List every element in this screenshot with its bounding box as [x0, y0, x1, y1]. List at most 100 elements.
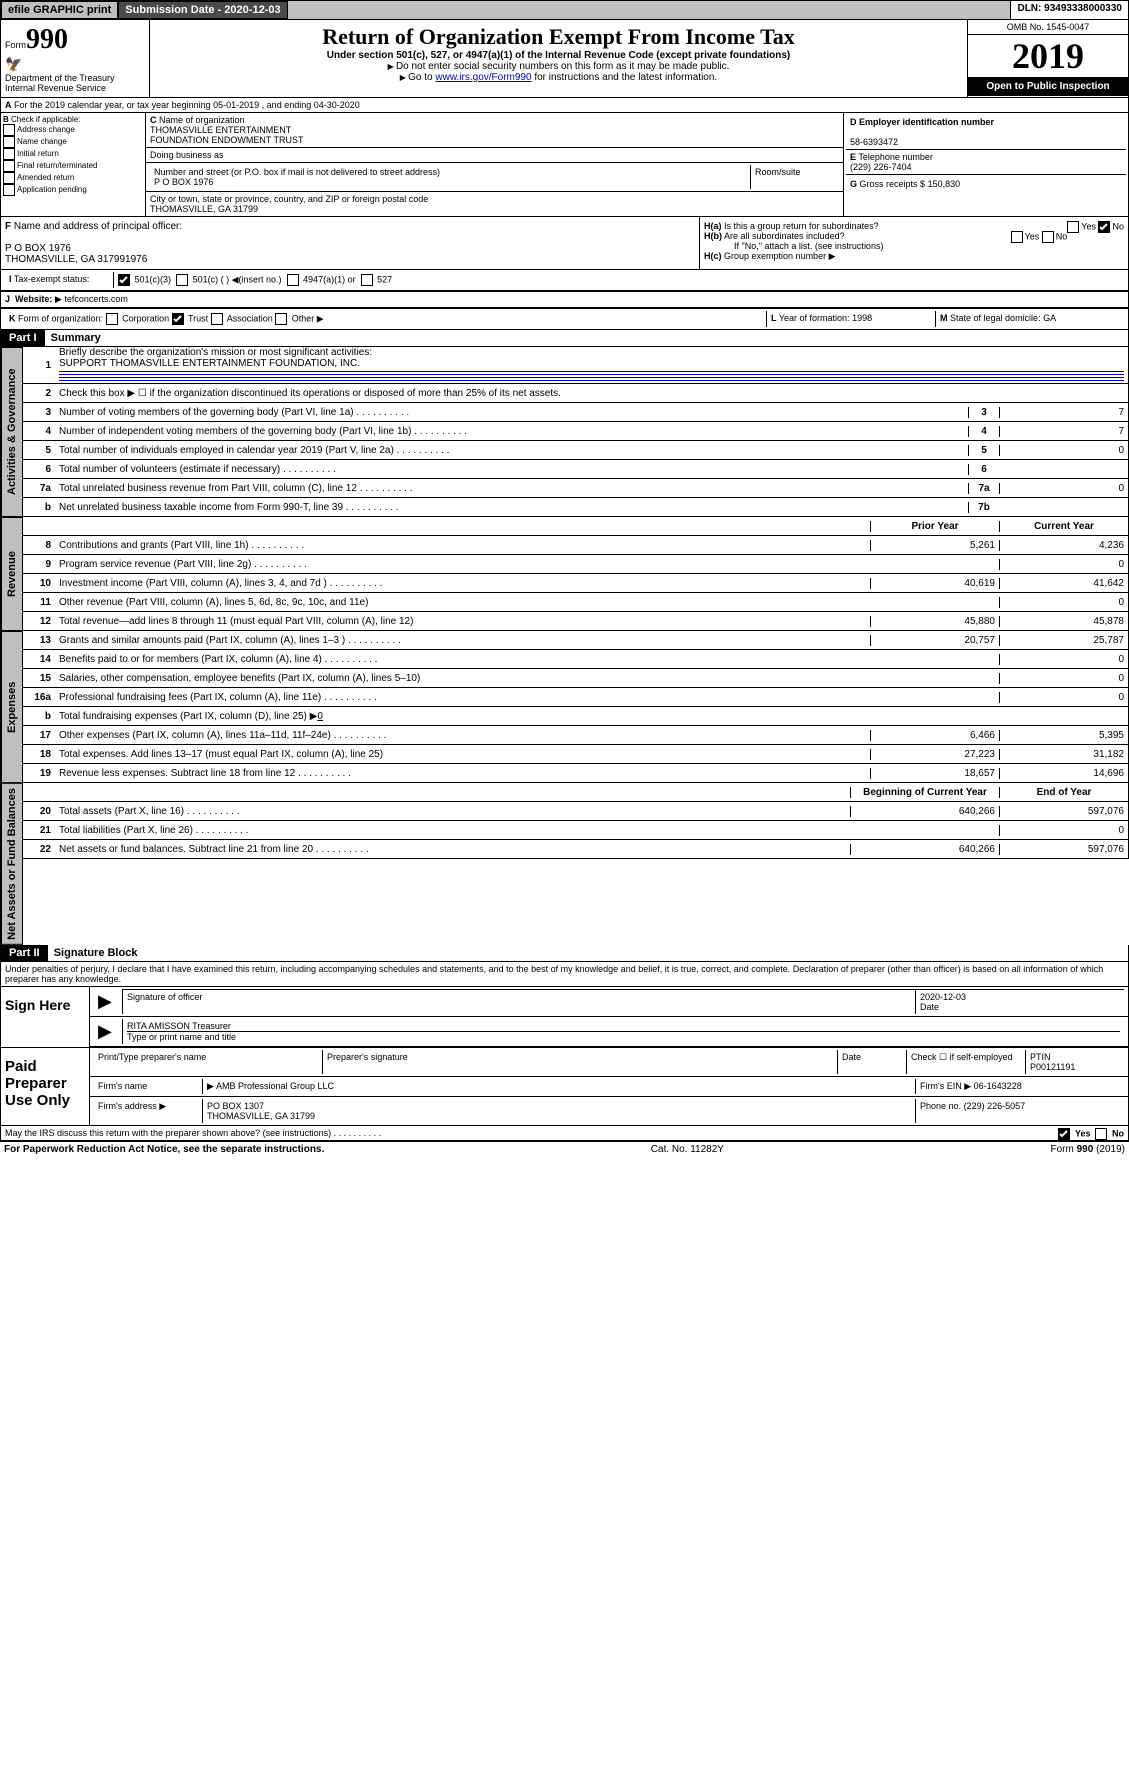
city-label: City or town, state or province, country…: [150, 194, 428, 204]
addr: P O BOX 1976: [154, 177, 213, 187]
irs-link[interactable]: www.irs.gov/Form990: [435, 72, 531, 83]
year-formed: 1998: [852, 313, 872, 323]
4947[interactable]: 4947(a)(1) or: [303, 274, 356, 284]
header-spacer: [288, 1, 1011, 19]
l19: Revenue less expenses. Subtract line 18 …: [55, 768, 870, 779]
form-number: 990: [26, 24, 68, 55]
v5: 0: [999, 445, 1128, 456]
prep-name-l: Print/Type preparer's name: [94, 1050, 323, 1074]
form-label: Form: [5, 40, 26, 50]
discuss-yes[interactable]: Yes: [1075, 1128, 1091, 1138]
hb: Are all subordinates included?: [724, 231, 845, 241]
signer-name: RITA AMISSON Treasurer: [127, 1021, 231, 1031]
paid-preparer: Paid Preparer Use Only: [1, 1048, 90, 1125]
korg-assoc[interactable]: Association: [227, 313, 273, 323]
c18: 31,182: [999, 749, 1128, 760]
part2-title: Signature Block: [54, 947, 138, 959]
ein: 58-6393472: [850, 137, 898, 147]
c22: 597,076: [999, 844, 1128, 855]
c14: 0: [999, 654, 1128, 665]
entity-grid: B Check if applicable: Address change Na…: [0, 113, 1129, 217]
subtitle: Under section 501(c), 527, or 4947(a)(1)…: [154, 50, 963, 61]
chk-final[interactable]: Final return/terminated: [17, 161, 97, 170]
korg-corp[interactable]: Corporation: [122, 313, 169, 323]
part1: Part I: [1, 330, 45, 346]
officer: P O BOX 1976 THOMASVILLE, GA 317991976: [5, 243, 147, 265]
c8: 4,236: [999, 540, 1128, 551]
sig-officer: Signature of officer: [127, 992, 202, 1002]
beg-hdr: Beginning of Current Year: [850, 787, 999, 798]
l16bv: 0: [317, 711, 323, 722]
line-a: A For the 2019 calendar year, or tax yea…: [0, 98, 1129, 113]
addr-label: Number and street (or P.O. box if mail i…: [154, 167, 440, 177]
tel-label: Telephone number: [858, 152, 933, 162]
b-label: Check if applicable:: [11, 115, 80, 124]
l17: Other expenses (Part IX, column (A), lin…: [55, 730, 870, 741]
f-label: Name and address of principal officer:: [14, 221, 182, 232]
submission-btn[interactable]: Submission Date - 2020-12-03: [118, 1, 287, 19]
l7a: Total unrelated business revenue from Pa…: [55, 483, 968, 494]
ptin-l: PTIN: [1030, 1052, 1051, 1062]
l21: Total liabilities (Part X, line 26): [55, 825, 850, 836]
527[interactable]: 527: [377, 274, 392, 284]
v4: 7: [999, 426, 1128, 437]
m-label: State of legal domicile:: [950, 313, 1041, 323]
firm-phone: (229) 226-5057: [964, 1101, 1026, 1111]
c12: 45,878: [999, 616, 1128, 627]
c20: 597,076: [999, 806, 1128, 817]
dln: DLN: 93493338000330: [1010, 1, 1128, 19]
efile-btn[interactable]: efile GRAPHIC print: [1, 1, 118, 19]
p22: 640,266: [850, 844, 999, 855]
self-emp[interactable]: Check ☐ if self-employed: [907, 1050, 1026, 1074]
gross-label: Gross receipts $: [860, 179, 926, 189]
l12: Total revenue—add lines 8 through 11 (mu…: [55, 616, 870, 627]
l18: Total expenses. Add lines 13–17 (must eq…: [55, 749, 870, 760]
firm-ein: 06-1643228: [974, 1081, 1022, 1091]
501c3[interactable]: 501(c)(3): [135, 274, 172, 284]
declaration: Under penalties of perjury, I declare th…: [0, 962, 1129, 987]
date-label: Date: [920, 1002, 939, 1012]
omb: OMB No. 1545-0047: [968, 20, 1128, 35]
dept: Department of the Treasury Internal Reve…: [5, 73, 145, 93]
ha: Is this a group return for subordinates?: [724, 221, 879, 231]
firm-name-l: Firm's name: [94, 1079, 203, 1094]
sig-date: 2020-12-03: [920, 992, 966, 1002]
curr-hdr: Current Year: [999, 521, 1128, 532]
chk-name[interactable]: Name change: [17, 137, 67, 146]
korg-other[interactable]: Other: [292, 313, 315, 323]
chk-addr[interactable]: Address change: [17, 125, 75, 134]
prep-date-l: Date: [838, 1050, 907, 1074]
l3: Number of voting members of the governin…: [55, 407, 968, 418]
phone-l: Phone no.: [920, 1101, 961, 1111]
p18: 27,223: [870, 749, 999, 760]
i-label: Tax-exempt status:: [14, 274, 90, 284]
chk-initial[interactable]: Initial return: [17, 149, 59, 158]
chk-amended[interactable]: Amended return: [17, 173, 74, 182]
discuss-no[interactable]: No: [1112, 1128, 1124, 1138]
l4: Number of independent voting members of …: [55, 426, 968, 437]
part1-title: Summary: [51, 332, 101, 344]
note3: for instructions and the latest informat…: [532, 72, 718, 83]
c10: 41,642: [999, 578, 1128, 589]
website: tefconcerts.com: [64, 294, 128, 304]
prep-sig-l: Preparer's signature: [323, 1050, 838, 1074]
tel: (229) 226-7404: [850, 162, 912, 172]
website-label: Website:: [15, 294, 52, 304]
501c[interactable]: 501(c) ( ): [193, 274, 230, 284]
l-label: Year of formation:: [779, 313, 850, 323]
chk-pending[interactable]: Application pending: [17, 185, 87, 194]
tab-expenses: Expenses: [1, 631, 23, 783]
v3: 7: [999, 407, 1128, 418]
end-hdr: End of Year: [999, 787, 1128, 798]
c13: 25,787: [999, 635, 1128, 646]
korg-trust[interactable]: Trust: [188, 313, 208, 323]
k-label: Form of organization:: [18, 313, 103, 323]
discuss: May the IRS discuss this return with the…: [5, 1128, 381, 1138]
l13: Grants and similar amounts paid (Part IX…: [55, 635, 870, 646]
p13: 20,757: [870, 635, 999, 646]
tab-activities: Activities & Governance: [1, 347, 23, 517]
tax-year: 2019: [968, 35, 1128, 77]
header-bar: efile GRAPHIC print Submission Date - 20…: [0, 0, 1129, 20]
c11: 0: [999, 597, 1128, 608]
p12: 45,880: [870, 616, 999, 627]
